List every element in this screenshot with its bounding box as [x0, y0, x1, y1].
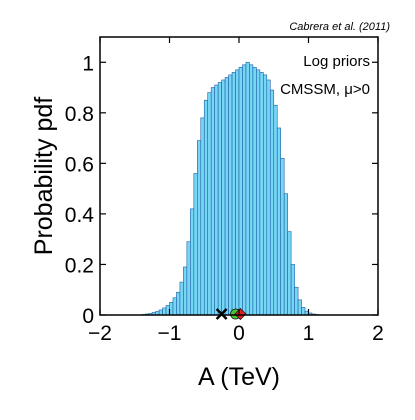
x-tick-label: 2	[372, 322, 384, 345]
annotation-model: CMSSM, μ>0	[280, 81, 370, 98]
y-axis-label: Probability pdf	[30, 97, 58, 255]
histogram-bar	[228, 74, 233, 316]
x-axis-ticks: −2 −1 0 1 2	[88, 37, 384, 345]
x-tick-label: 1	[303, 322, 315, 345]
y-tick-label: 0	[82, 305, 94, 328]
histogram-bar	[231, 72, 236, 316]
histogram-bar	[158, 309, 163, 316]
histogram-bar	[252, 67, 257, 316]
best-fit-cross-marker	[215, 308, 228, 320]
histogram-bar	[235, 69, 240, 316]
histogram-bar	[214, 84, 219, 316]
histogram-bar	[200, 117, 205, 316]
y-tick-label: 0.2	[65, 254, 94, 277]
median-diamond-marker	[234, 307, 247, 321]
histogram-bar	[217, 82, 222, 316]
histogram-bar	[179, 281, 184, 316]
histogram-bar	[176, 291, 181, 316]
histogram-bar	[276, 127, 282, 316]
y-axis-ticks: 0 0.2 0.4 0.6 0.8 1	[65, 52, 378, 328]
y-tick-label: 0.4	[65, 204, 95, 227]
histogram-bar	[266, 79, 271, 316]
histogram-bar	[186, 241, 191, 316]
y-tick-label: 0.8	[65, 103, 94, 126]
histogram-bar	[263, 74, 268, 316]
histogram-bar	[193, 173, 198, 316]
x-tick-label: −2	[88, 322, 112, 345]
histogram-bar	[203, 99, 209, 316]
histogram-bar	[190, 208, 195, 316]
histogram-bar	[280, 158, 285, 316]
histogram-bar	[242, 64, 247, 316]
histogram-bar	[259, 72, 264, 316]
x-tick-label: −1	[158, 322, 182, 345]
citation-label: Cabrera et al. (2011)	[289, 21, 390, 33]
histogram-bar	[273, 104, 278, 316]
histogram-bar	[269, 89, 275, 316]
histogram-bar	[172, 297, 177, 316]
annotation-log-priors: Log priors	[303, 53, 370, 70]
histogram-bars	[141, 61, 320, 316]
histogram-bar	[224, 77, 229, 316]
histogram-bar	[183, 266, 188, 316]
histogram-bar	[207, 92, 212, 316]
histogram-bar	[210, 87, 215, 316]
histogram-bar	[283, 193, 288, 316]
histogram-bar	[290, 264, 295, 316]
y-tick-label: 1	[82, 52, 94, 75]
histogram-bar	[297, 299, 302, 316]
histogram-bar	[294, 286, 299, 316]
best-fit-markers	[215, 307, 247, 321]
histogram-bar	[197, 140, 202, 316]
histogram-bar	[256, 69, 261, 316]
x-axis-label: A (TeV)	[198, 363, 280, 391]
histogram-bar	[238, 67, 243, 316]
histogram-bar	[301, 307, 306, 316]
y-tick-label: 0.6	[65, 153, 94, 176]
histogram-bar	[287, 231, 292, 316]
histogram-bar	[221, 79, 226, 316]
x-tick-label: 0	[233, 322, 245, 345]
histogram-bar	[249, 64, 254, 316]
histogram-bar	[245, 61, 250, 316]
histogram-bar	[162, 307, 167, 316]
